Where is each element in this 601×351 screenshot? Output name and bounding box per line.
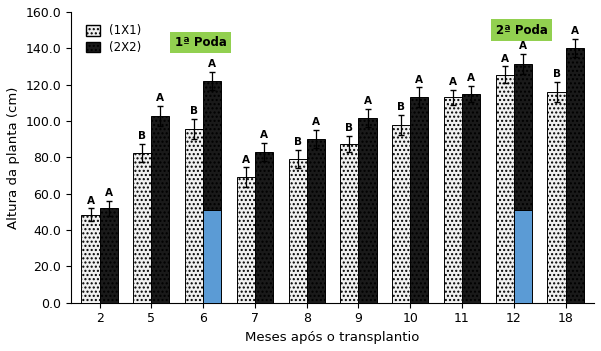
Bar <box>358 118 377 303</box>
Bar <box>340 144 358 303</box>
Bar <box>185 129 203 303</box>
Bar <box>514 64 532 210</box>
Bar <box>444 97 462 303</box>
Text: A: A <box>242 155 250 165</box>
Text: B: B <box>346 123 353 133</box>
Bar <box>203 81 221 210</box>
Bar <box>237 177 255 303</box>
Bar <box>151 115 169 303</box>
Text: B: B <box>397 102 405 112</box>
Text: A: A <box>105 188 112 198</box>
Text: A: A <box>208 59 216 69</box>
Bar <box>514 210 532 303</box>
Bar <box>392 125 410 303</box>
Bar <box>288 159 307 303</box>
Text: B: B <box>190 106 198 117</box>
Bar <box>100 208 118 303</box>
Bar <box>133 153 151 303</box>
Legend: (1X1), (2X2): (1X1), (2X2) <box>82 21 145 57</box>
Bar <box>496 75 514 303</box>
Text: A: A <box>449 77 457 87</box>
Y-axis label: Altura da planta (cm): Altura da planta (cm) <box>7 86 20 229</box>
Text: 2ª Poda: 2ª Poda <box>496 24 548 37</box>
Text: B: B <box>294 137 302 147</box>
Bar <box>203 210 221 303</box>
Text: 1ª Poda: 1ª Poda <box>175 37 227 49</box>
Bar <box>307 139 325 303</box>
Text: A: A <box>519 41 527 51</box>
Bar <box>548 92 566 303</box>
Bar <box>255 152 273 303</box>
Bar <box>462 94 480 303</box>
Text: B: B <box>552 69 561 79</box>
Bar <box>566 48 584 303</box>
Text: B: B <box>138 131 146 141</box>
Text: A: A <box>501 54 508 64</box>
Bar <box>82 214 100 303</box>
Text: A: A <box>87 196 94 206</box>
Bar <box>410 97 429 303</box>
Text: A: A <box>260 130 268 140</box>
Text: A: A <box>156 93 165 103</box>
Text: A: A <box>467 73 475 83</box>
Text: A: A <box>415 75 423 85</box>
Text: A: A <box>570 26 579 37</box>
Text: A: A <box>312 117 320 127</box>
Text: A: A <box>364 97 371 106</box>
X-axis label: Meses após o transplantio: Meses após o transplantio <box>245 331 419 344</box>
